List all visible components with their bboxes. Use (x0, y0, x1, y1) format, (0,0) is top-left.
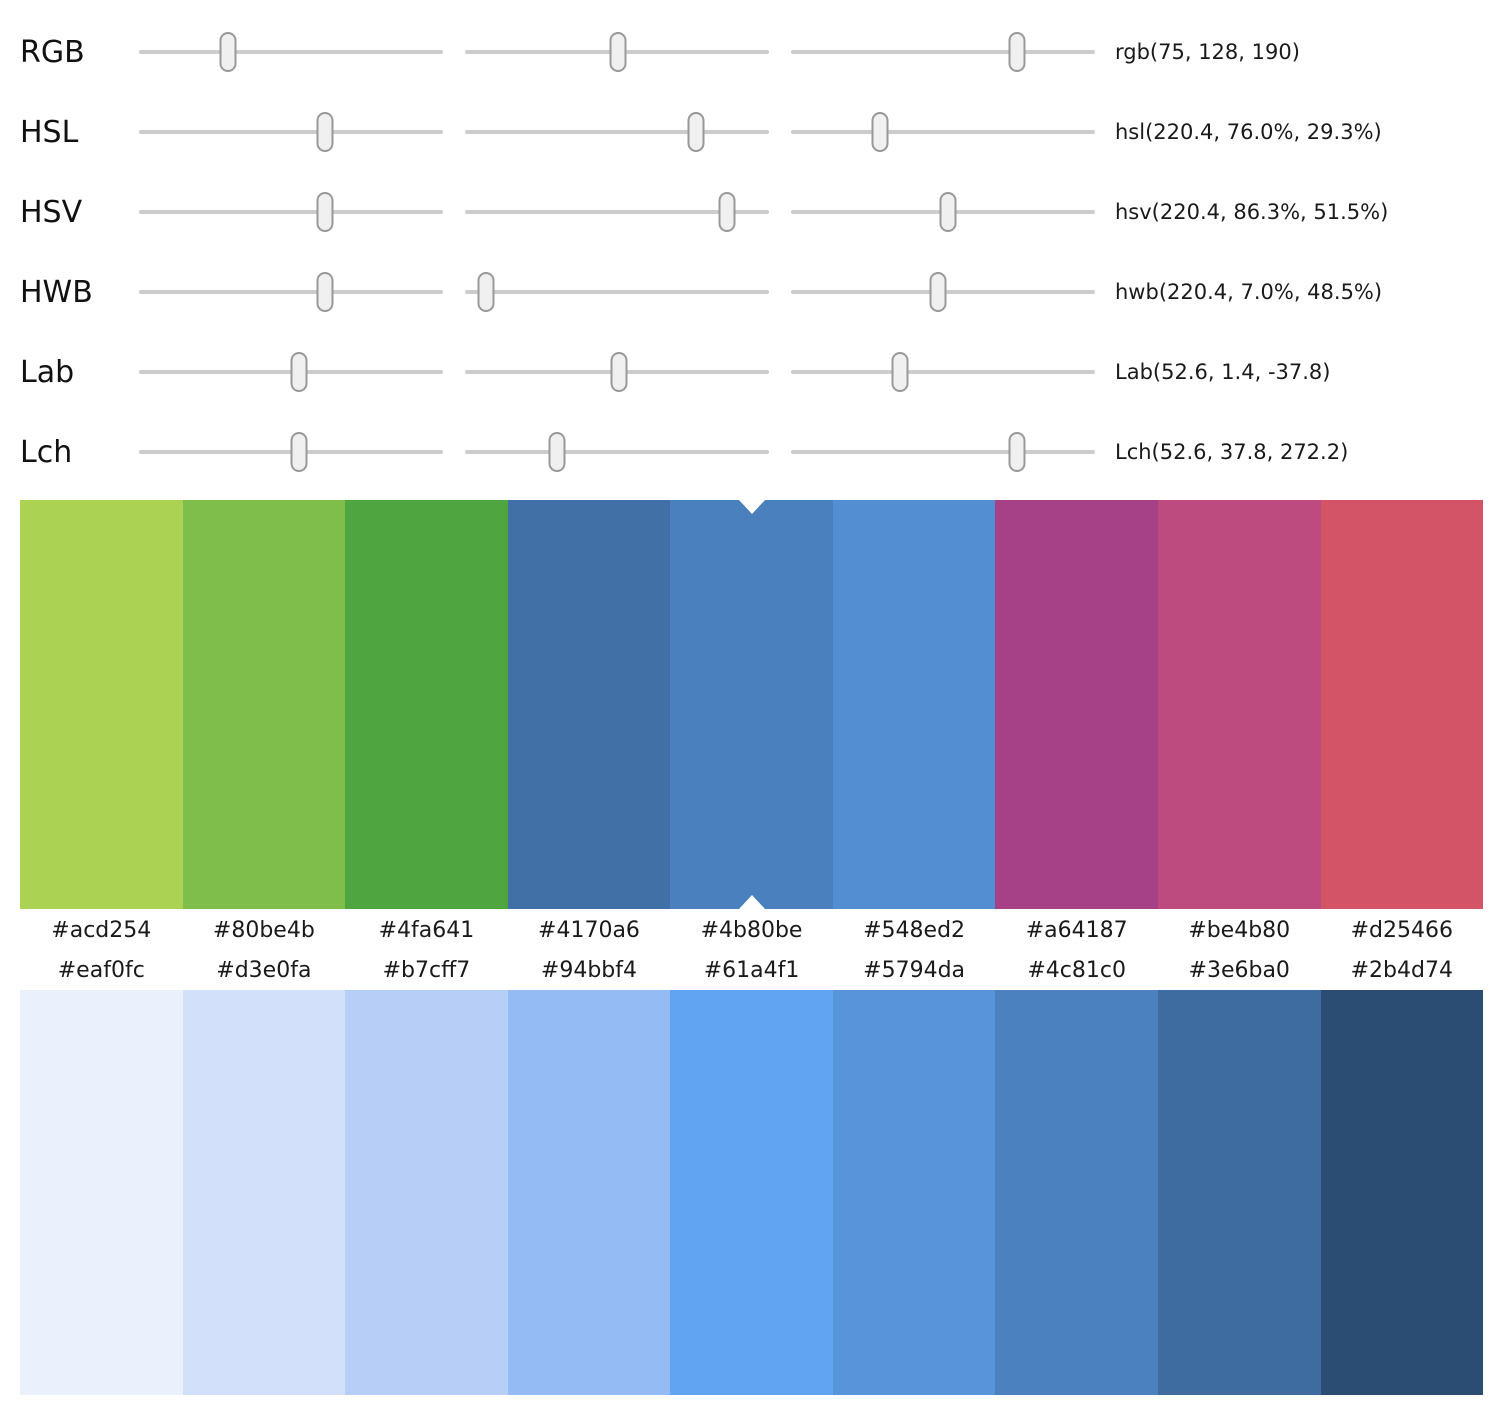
rgb-red-slider-track[interactable] (139, 32, 443, 72)
lab-a-slider-thumb[interactable] (610, 352, 628, 392)
palette-swatch[interactable] (507, 500, 671, 909)
shade-swatch[interactable] (507, 990, 671, 1395)
rgb-value-text: rgb(75, 128, 190) (1115, 40, 1300, 64)
shade-swatch[interactable] (20, 990, 183, 1395)
swatch-hex-label: #b7cff7 (382, 958, 471, 983)
hsl-hue-slider-thumb[interactable] (316, 112, 334, 152)
slider-row-label: RGB (20, 34, 85, 70)
shade-swatch[interactable] (182, 990, 346, 1395)
lch-chroma-slider-thumb[interactable] (548, 432, 566, 472)
rgb-red-slider-thumb[interactable] (219, 32, 237, 72)
slider-row-label: HSL (20, 114, 79, 150)
lch-chroma-slider-track[interactable] (465, 432, 769, 472)
slider-row-hwb: HWB hwb(220.4, 7.0%, 48.5%) (0, 252, 1501, 332)
hsv-hue-slider-track[interactable] (139, 192, 443, 232)
rgb-green-slider-track[interactable] (465, 32, 769, 72)
lch-l-slider-track[interactable] (139, 432, 443, 472)
shade-swatch[interactable] (670, 990, 833, 1395)
shade-swatch[interactable] (345, 990, 508, 1395)
lab-a-slider-track[interactable] (465, 352, 769, 392)
swatch-hex-label: #61a4f1 (703, 958, 800, 983)
hwb-hue-slider-thumb[interactable] (316, 272, 334, 312)
palette-swatch[interactable] (20, 500, 183, 909)
palette-swatch[interactable] (832, 500, 996, 909)
palette-swatch[interactable] (1320, 500, 1484, 909)
lab-l-slider-thumb[interactable] (290, 352, 308, 392)
hsl-lightness-slider-track[interactable] (791, 112, 1095, 152)
hsv-value-slider-track[interactable] (791, 192, 1095, 232)
slider-row-rgb: RGB rgb(75, 128, 190) (0, 12, 1501, 92)
swatch-hex-label: #2b4d74 (1350, 958, 1453, 983)
swatch-hex-label: #d25466 (1350, 917, 1453, 943)
slider-row-lab: Lab Lab(52.6, 1.4, -37.8) (0, 332, 1501, 412)
lch-l-slider-thumb[interactable] (290, 432, 308, 472)
hwb-value-text: hwb(220.4, 7.0%, 48.5%) (1115, 280, 1383, 304)
lch-value-text: Lch(52.6, 37.8, 272.2) (1115, 440, 1349, 464)
rgb-green-slider-thumb[interactable] (609, 32, 627, 72)
slider-row-label: Lab (20, 354, 75, 390)
swatch-hex-label: #3e6ba0 (1188, 958, 1290, 983)
slider-row-hsl: HSL hsl(220.4, 76.0%, 29.3%) (0, 92, 1501, 172)
hsl-saturation-slider-track[interactable] (465, 112, 769, 152)
shade-swatch[interactable] (995, 990, 1158, 1395)
lab-l-slider-track[interactable] (139, 352, 443, 392)
shade-hex-labels: #eaf0fc #d3e0fa #b7cff7 #94bbf4 #61a4f1 … (20, 951, 1483, 990)
hsv-value-slider-thumb[interactable] (939, 192, 957, 232)
hsv-saturation-slider-track[interactable] (465, 192, 769, 232)
shade-swatch[interactable] (832, 990, 996, 1395)
rgb-blue-slider-thumb[interactable] (1008, 32, 1026, 72)
swatch-hex-label: #80be4b (212, 917, 315, 943)
rgb-blue-slider-track[interactable] (791, 32, 1095, 72)
slider-row-label: Lch (20, 434, 73, 470)
swatch-hex-label: #4170a6 (538, 917, 640, 943)
slider-row-lch: Lch Lch(52.6, 37.8, 272.2) (0, 412, 1501, 492)
hwb-whiteness-slider-track[interactable] (465, 272, 769, 312)
hsl-saturation-slider-thumb[interactable] (687, 112, 705, 152)
slider-row-label: HSV (20, 194, 83, 230)
swatch-hex-label: #a64187 (1025, 917, 1128, 943)
hwb-blackness-slider-track[interactable] (791, 272, 1095, 312)
swatch-hex-label: #d3e0fa (216, 958, 312, 983)
lch-hue-slider-track[interactable] (791, 432, 1095, 472)
swatch-hex-label: #5794da (863, 958, 966, 983)
swatch-hex-label: #4fa641 (378, 917, 475, 943)
hsv-saturation-slider-thumb[interactable] (718, 192, 736, 232)
hsl-hue-slider-track[interactable] (139, 112, 443, 152)
hsv-hue-slider-thumb[interactable] (316, 192, 334, 232)
slider-row-hsv: HSV hsv(220.4, 86.3%, 51.5%) (0, 172, 1501, 252)
lab-value-text: Lab(52.6, 1.4, -37.8) (1115, 360, 1331, 384)
lch-hue-slider-thumb[interactable] (1008, 432, 1026, 472)
lab-b-slider-thumb[interactable] (891, 352, 909, 392)
palette-swatch[interactable] (182, 500, 346, 909)
hwb-whiteness-slider-thumb[interactable] (477, 272, 495, 312)
color-sliders-panel: RGB rgb(75, 128, 190) HSL hsl(220.4, 76.… (0, 0, 1501, 500)
shade-swatch[interactable] (1157, 990, 1321, 1395)
hsv-value-text: hsv(220.4, 86.3%, 51.5%) (1115, 200, 1389, 224)
hwb-hue-slider-track[interactable] (139, 272, 443, 312)
hsl-value-text: hsl(220.4, 76.0%, 29.3%) (1115, 120, 1382, 144)
swatch-hex-label: #94bbf4 (540, 958, 638, 983)
shade-swatch[interactable] (1320, 990, 1484, 1395)
shade-strip (20, 990, 1484, 1395)
swatch-hex-label: #548ed2 (863, 917, 966, 943)
palette-swatch[interactable] (1157, 500, 1321, 909)
lab-b-slider-track[interactable] (791, 352, 1095, 392)
swatch-hex-label: #4c81c0 (1027, 958, 1126, 983)
palette-hex-labels: #acd254 #80be4b #4fa641 #4170a6 #4b80be … (20, 909, 1483, 951)
swatch-hex-label: #eaf0fc (57, 958, 145, 983)
palette-swatch[interactable] (345, 500, 508, 909)
hsl-lightness-slider-thumb[interactable] (871, 112, 889, 152)
swatch-hex-label: #4b80be (700, 917, 803, 943)
palette-swatch-selected[interactable] (670, 500, 833, 909)
swatch-hex-label: #acd254 (51, 917, 152, 943)
swatch-hex-label: #be4b80 (1188, 917, 1291, 943)
hwb-blackness-slider-thumb[interactable] (929, 272, 947, 312)
palette-strip (20, 500, 1484, 909)
palette-swatch[interactable] (995, 500, 1158, 909)
slider-row-label: HWB (20, 274, 93, 310)
